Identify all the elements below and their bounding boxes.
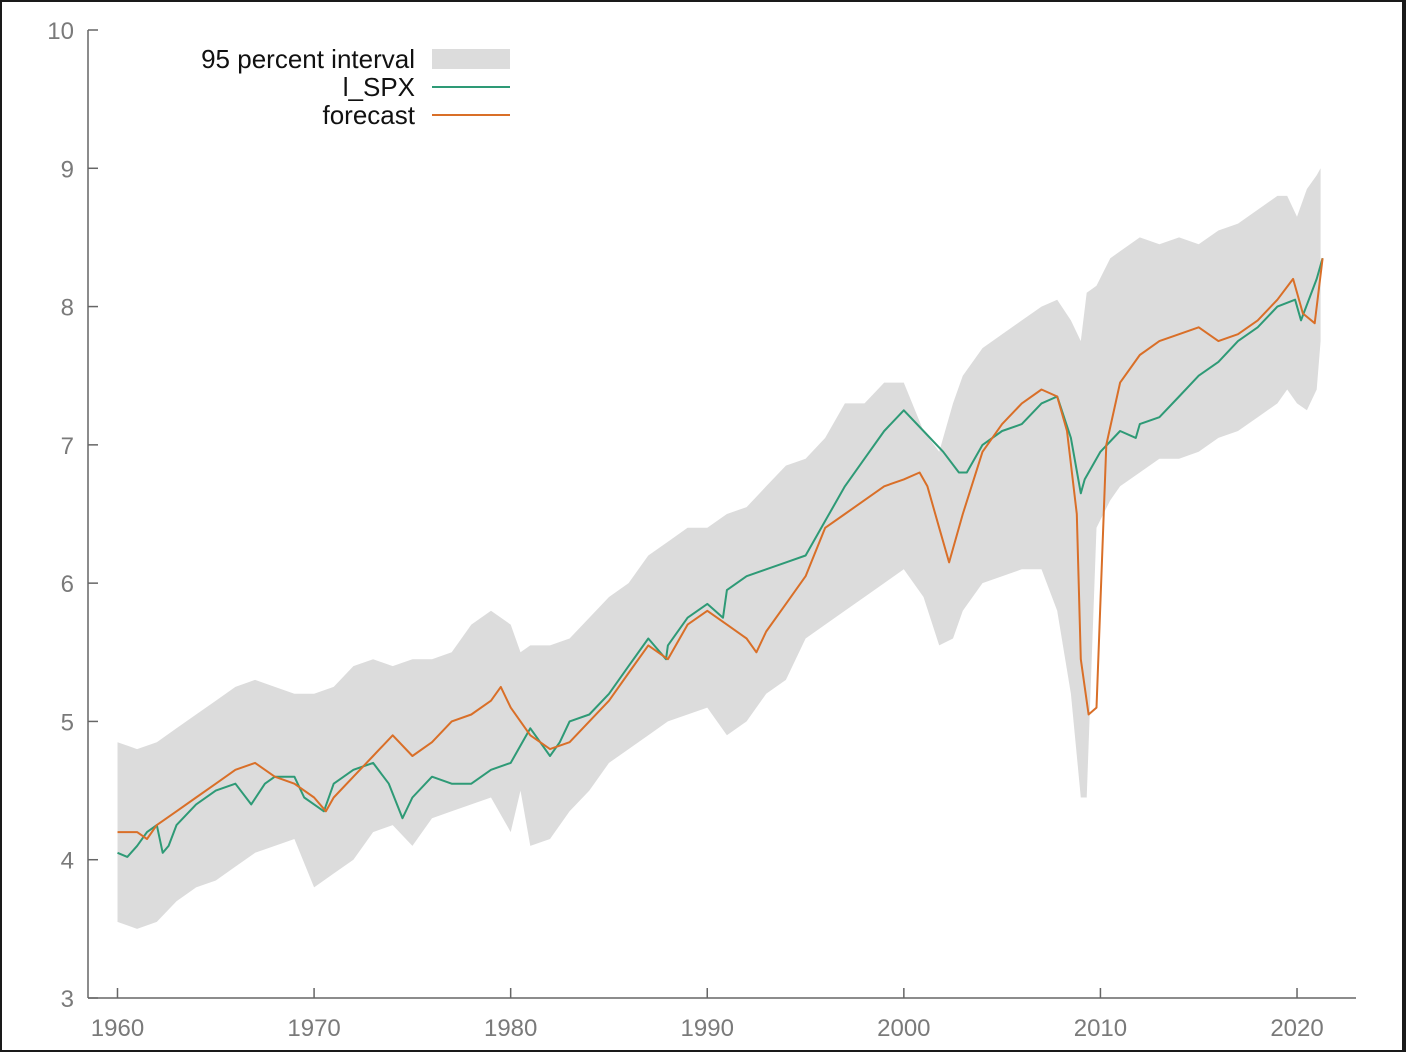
- x-tick-label-2000: 2000: [877, 1015, 930, 1042]
- x-tick-label-1990: 1990: [681, 1015, 734, 1042]
- legend-label-forecast: forecast: [323, 100, 416, 130]
- series-line-forecast: [117, 258, 1324, 840]
- y-tick-label-9: 9: [61, 156, 74, 183]
- x-tick-label-2020: 2020: [1270, 1015, 1323, 1042]
- ticks-layer: 1960 1970 1980 1990 2000 2010 2020 3 4 5 6 7 8 9 10: [47, 18, 1323, 1042]
- legend-label-l-spx: l_SPX: [343, 72, 415, 102]
- y-tick-label-7: 7: [61, 433, 74, 460]
- y-tick-label-4: 4: [61, 848, 74, 875]
- x-tick-label-1980: 1980: [484, 1015, 537, 1042]
- y-tick-label-6: 6: [61, 571, 74, 598]
- interval-band: [117, 168, 1321, 929]
- interval-band-layer: [117, 168, 1321, 929]
- series-layer: [117, 257, 1324, 858]
- series-line-l-spx: [117, 257, 1324, 858]
- x-tick-label-2010: 2010: [1074, 1015, 1127, 1042]
- y-tick-label-3: 3: [61, 986, 74, 1013]
- y-tick-label-10: 10: [47, 18, 74, 45]
- axes-layer: [87, 30, 1356, 999]
- x-tick-label-1960: 1960: [91, 1015, 144, 1042]
- legend-swatch-95-percent-interval: [432, 49, 510, 69]
- x-tick-label-1970: 1970: [287, 1015, 340, 1042]
- y-tick-label-5: 5: [61, 709, 74, 736]
- legend-label-95-percent-interval: 95 percent interval: [201, 44, 415, 74]
- y-tick-label-8: 8: [61, 295, 74, 322]
